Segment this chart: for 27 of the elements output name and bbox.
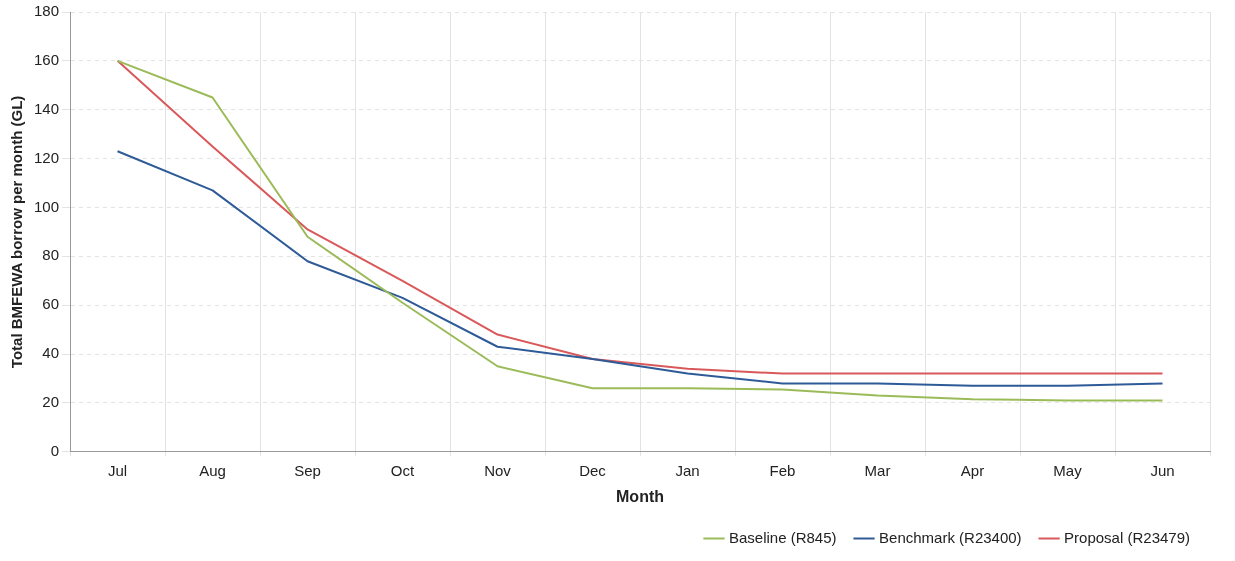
- y-tick-label: 0: [50, 441, 60, 459]
- y-tick-label: 160: [34, 51, 60, 69]
- y-axis-title: Total BMFEWA borrow per month (GL): [8, 95, 26, 369]
- x-tick-label: Feb: [769, 461, 796, 479]
- x-tick-label: Aug: [199, 461, 226, 479]
- x-tick-label: Apr: [960, 461, 985, 479]
- y-tick-label: 80: [42, 246, 60, 264]
- x-axis-title: Month: [616, 487, 665, 505]
- legend-label: Benchmark (R23400): [879, 528, 1022, 546]
- y-tick-label: 180: [34, 2, 60, 20]
- x-tick-label: Mar: [864, 461, 891, 479]
- y-tick-label: 120: [34, 148, 60, 166]
- y-tick-label: 140: [34, 99, 60, 117]
- x-tick-label: Oct: [390, 461, 416, 479]
- x-tick-label: Nov: [484, 461, 512, 479]
- x-tick-label: Dec: [579, 461, 607, 479]
- x-tick-label: May: [1053, 461, 1083, 479]
- y-tick-label: 20: [42, 393, 60, 411]
- x-tick-label: Sep: [294, 461, 321, 479]
- x-tick-label: Jun: [1150, 461, 1175, 479]
- x-tick-label: Jul: [107, 461, 128, 479]
- legend-label: Baseline (R845): [728, 528, 837, 546]
- y-tick-label: 100: [34, 197, 60, 215]
- x-tick-label: Jan: [675, 461, 700, 479]
- y-tick-label: 60: [42, 295, 60, 313]
- legend-label: Proposal (R23479): [1064, 528, 1190, 546]
- y-tick-label: 40: [42, 344, 60, 362]
